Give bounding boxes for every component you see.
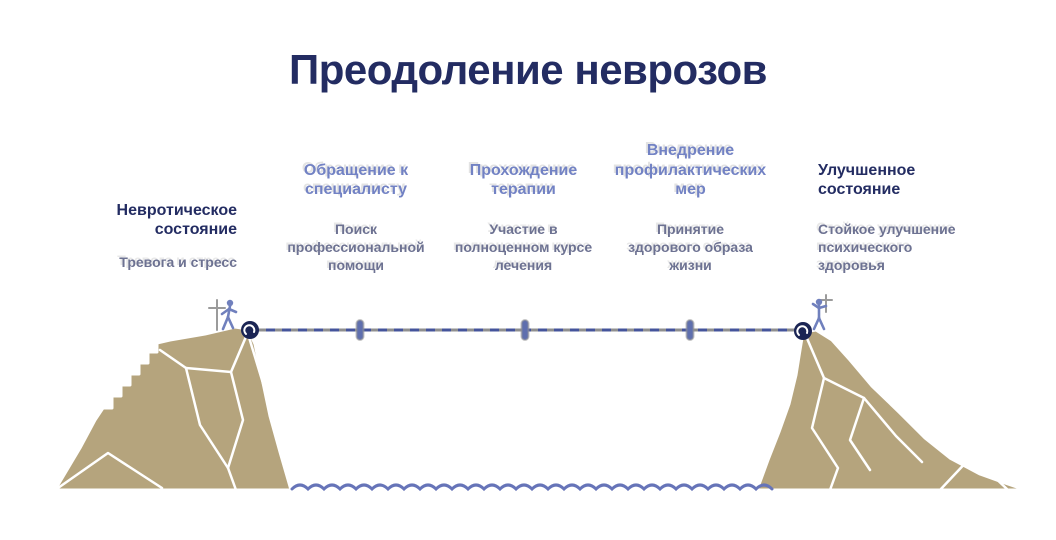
stage-description: Участие в полноценном курсе лечения <box>454 221 593 274</box>
stage-seeing-specialist: Обращение к специалисту Поиск профессион… <box>281 120 431 275</box>
stage-heading: Внедрение профилактических мер <box>614 142 767 199</box>
stage-heading: Прохождение терапии <box>469 161 578 199</box>
right-mountain <box>755 328 1028 492</box>
milestone-markers <box>355 319 695 341</box>
stage-neurotic-state: Невротическое состояние Тревога и стресс <box>87 150 237 271</box>
milestone-marker <box>355 319 365 341</box>
stage-description: Поиск профессиональной помощи <box>287 221 425 274</box>
stage-improved-state: Улучшенное состояние Стойкое улучшение п… <box>818 120 976 275</box>
stage-preventive-measures: Внедрение профилактических мер Принятие … <box>608 120 773 275</box>
page-title: Преодоление неврозов <box>289 46 767 93</box>
stage-heading: Улучшенное состояние <box>818 161 916 199</box>
stage-description: Принятие здорового образа жизни <box>628 221 753 274</box>
milestone-marker <box>520 319 530 341</box>
stage-heading: Невротическое состояние <box>116 201 237 239</box>
summit-hiker-icon <box>811 294 833 331</box>
start-point-marker <box>241 321 259 339</box>
stage-therapy: Прохождение терапии Участие в полноценно… <box>451 120 596 275</box>
stage-description: Тревога и стресс <box>119 254 237 270</box>
stage-description: Стойкое улучшение психического здоровья <box>818 221 956 274</box>
left-mountain <box>53 325 293 492</box>
end-point-marker <box>794 322 812 340</box>
hiker-with-pole-icon <box>208 299 238 331</box>
milestone-marker <box>685 319 695 341</box>
stage-heading: Обращение к специалисту <box>303 161 409 199</box>
wave-line <box>290 483 774 492</box>
